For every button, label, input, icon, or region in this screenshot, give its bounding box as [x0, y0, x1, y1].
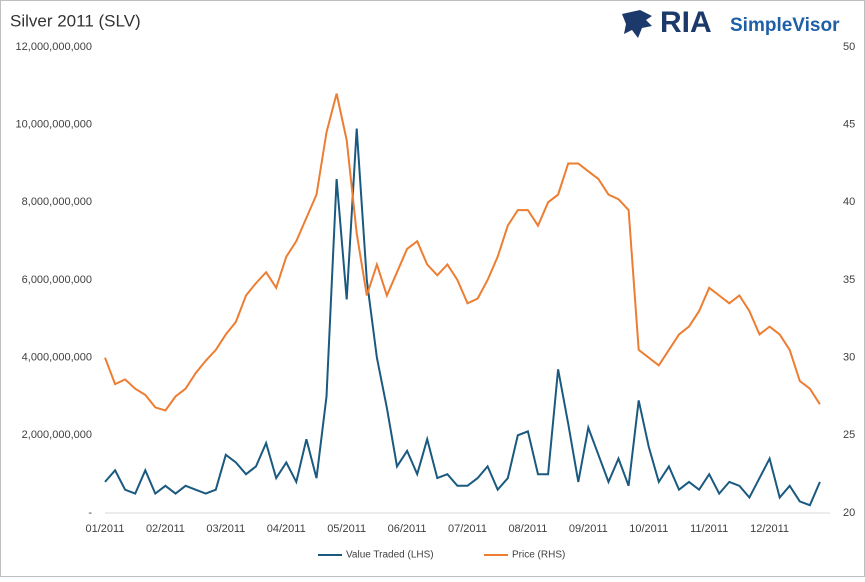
y2-tick-label: 25	[843, 429, 855, 441]
legend-label: Value Traded (LHS)	[346, 550, 434, 561]
x-tick-label: 02/2011	[146, 523, 185, 535]
x-tick-label: 01/2011	[86, 523, 125, 535]
x-tick-label: 09/2011	[569, 523, 608, 535]
y2-tick-label: 35	[843, 274, 855, 286]
x-tick-label: 06/2011	[388, 523, 427, 535]
x-tick-label: 05/2011	[327, 523, 366, 535]
chart-title: Silver 2011 (SLV)	[10, 11, 141, 30]
x-tick-label: 11/2011	[690, 523, 728, 535]
x-tick-label: 04/2011	[267, 523, 306, 535]
logo: RIA SimpleVisor	[622, 6, 840, 39]
y2-tick-label: 45	[843, 119, 855, 131]
y2-tick-label: 20	[843, 507, 855, 519]
y-tick-label: -	[88, 507, 92, 519]
y-tick-label: 12,000,000,000	[16, 41, 92, 53]
y-tick-label: 8,000,000,000	[22, 196, 92, 208]
series-line	[104, 93, 821, 412]
y-tick-label: 2,000,000,000	[22, 429, 92, 441]
series-line	[104, 128, 821, 507]
legend-label: Price (RHS)	[512, 550, 565, 561]
logo-product: SimpleVisor	[730, 15, 840, 36]
y2-tick-label: 30	[843, 352, 855, 364]
x-tick-label: 12/2011	[750, 523, 789, 535]
y2-tick-label: 50	[843, 41, 855, 53]
logo-name: RIA	[660, 6, 712, 39]
y-tick-label: 4,000,000,000	[22, 352, 92, 364]
x-tick-label: 07/2011	[448, 523, 487, 535]
y-tick-label: 6,000,000,000	[22, 274, 92, 286]
x-tick-label: 03/2011	[206, 523, 245, 535]
x-tick-label: 10/2011	[629, 523, 668, 535]
y2-tick-label: 40	[843, 196, 855, 208]
y-tick-label: 10,000,000,000	[16, 119, 92, 131]
x-tick-label: 08/2011	[508, 523, 547, 535]
logo-icon	[622, 10, 652, 38]
